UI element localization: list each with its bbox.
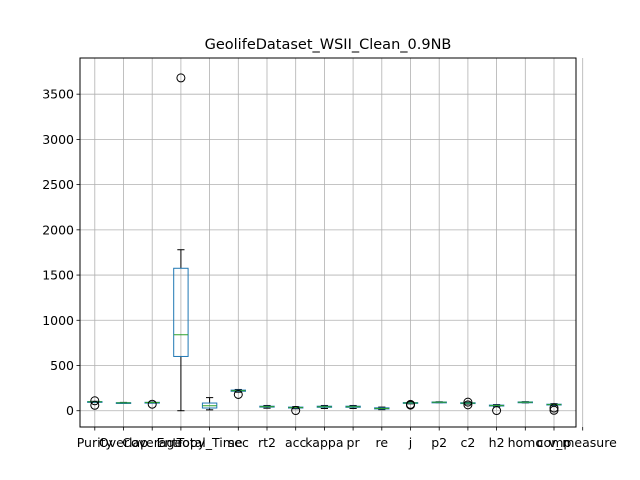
x-tick-label: v_measure	[549, 435, 617, 450]
y-tick-label: 1500	[42, 268, 74, 283]
x-tick-label: c2	[460, 435, 475, 450]
x-tick-label: homo	[508, 435, 543, 450]
flier-point	[147, 399, 157, 409]
y-tick-label: 0	[66, 403, 74, 418]
box-Coverage	[144, 399, 160, 409]
box-acc	[288, 406, 304, 416]
flier-point	[291, 406, 301, 416]
box-comp	[546, 403, 562, 415]
box-re	[374, 406, 390, 411]
grid	[80, 58, 584, 427]
box-rt2	[259, 404, 275, 409]
box-pr	[345, 404, 361, 409]
flier-point	[549, 405, 559, 415]
x-tick-label: comp	[537, 435, 572, 450]
x-tick-label: pr	[347, 435, 361, 450]
y-tick-label: 500	[50, 358, 74, 373]
x-tick-label: Coverage	[122, 435, 182, 450]
flier-point	[463, 400, 473, 410]
flier-point	[233, 389, 243, 399]
y-tick-label: 3500	[42, 87, 74, 102]
box-h2	[488, 404, 505, 416]
x-tick-label: h2	[489, 435, 505, 450]
box-Purity	[87, 396, 103, 410]
flier-point	[492, 406, 502, 416]
y-tick-label: 2500	[42, 177, 74, 192]
x-tick-label: kappa	[305, 435, 343, 450]
box-body	[173, 267, 189, 357]
chart-title: GeolifeDataset_WSII_Clean_0.9NB	[205, 37, 452, 53]
y-tick-label: 2000	[42, 222, 74, 237]
y-tick-label: 3000	[42, 132, 74, 147]
box-Entropy	[173, 73, 189, 412]
x-tick-label: acc	[285, 435, 307, 450]
x-axis: PurityOverlapCoverageEntropyTotal_Timese…	[77, 427, 617, 450]
box-sec	[230, 388, 247, 399]
box-Overlap	[115, 401, 132, 404]
boxes	[87, 73, 562, 416]
box-j	[402, 399, 419, 410]
y-tick-label: 1000	[42, 313, 74, 328]
flier-point	[463, 397, 473, 407]
x-tick-label: Entropy	[157, 435, 206, 450]
box-p2	[431, 401, 447, 404]
x-tick-label: sec	[228, 435, 249, 450]
flier-point	[90, 396, 100, 406]
x-tick-label: re	[376, 435, 389, 450]
x-tick-label: Total_Time	[176, 435, 243, 450]
box-c2	[460, 397, 476, 410]
y-axis: 0 500 1000 1500 2000 2500 3000 3500	[42, 87, 80, 418]
flier-point	[176, 73, 186, 83]
box-homo	[517, 401, 533, 404]
x-tick-label: j	[408, 435, 412, 450]
flier-point	[549, 403, 559, 413]
box-kappa	[316, 404, 333, 409]
x-tick-label: Overlap	[99, 435, 148, 450]
x-tick-label: Purity	[77, 435, 114, 450]
box-Total_Time	[201, 397, 218, 411]
x-tick-label: rt2	[258, 435, 276, 450]
flier-point	[90, 400, 100, 410]
flier-point	[406, 399, 415, 409]
x-tick-label: p2	[431, 435, 447, 450]
plot-frame	[79, 57, 577, 428]
